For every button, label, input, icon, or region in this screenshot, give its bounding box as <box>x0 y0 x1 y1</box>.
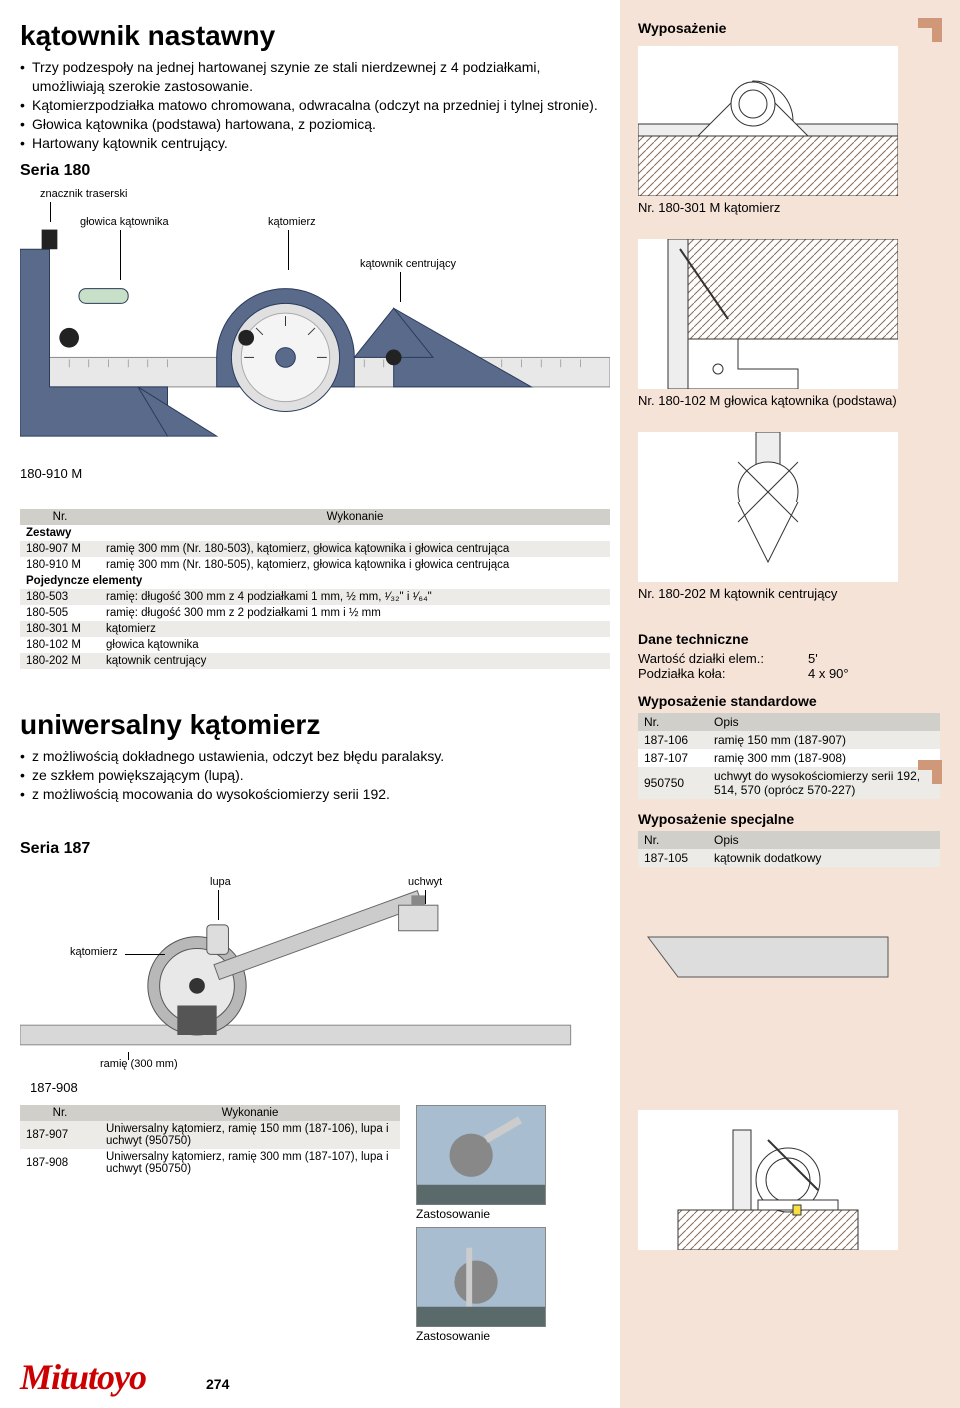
application-thumbs: Zastosowanie Zastosowanie <box>416 1105 554 1343</box>
bullet: z możliwością mocowania do wysokościomie… <box>20 785 610 804</box>
application-diagram <box>638 1110 898 1250</box>
combination-square-illustration <box>20 188 610 458</box>
specs-table-180: Nr. Wykonanie Zestawy 180-907 Mramię 300… <box>20 509 610 669</box>
table-row: 180-301 Mkątomierz <box>20 621 610 637</box>
table-row: 180-102 Mgłowica kątownika <box>20 637 610 653</box>
fig-180-102 <box>638 239 898 389</box>
specs-table-187: Nr. Wykonanie 187-907Uniwersalny kątomie… <box>20 1105 400 1177</box>
wyp-std-heading: Wyposażenie standardowe <box>638 693 940 709</box>
wyposazenie-heading: Wyposażenie <box>638 20 940 36</box>
table-row: 180-503ramię: długość 300 mm z 4 podział… <box>20 589 610 605</box>
table-row: 180-202 Mkątownik centrujący <box>20 653 610 669</box>
table-row: 187-907Uniwersalny kątomierz, ramię 150 … <box>20 1121 400 1149</box>
corner-decoration-icon <box>908 760 942 788</box>
model-187-908: 187-908 <box>30 1080 610 1095</box>
table-row: 187-106ramię 150 mm (187-907) <box>638 731 940 749</box>
table-row: 180-505ramię: długość 300 mm z 2 podział… <box>20 605 610 621</box>
bullet: Głowica kątownika (podstawa) hartowana, … <box>20 115 610 134</box>
fig-180-202 <box>638 432 898 582</box>
zast-label-1: Zastosowanie <box>416 1207 554 1221</box>
table-header-row: Nr. Wykonanie <box>20 1105 400 1121</box>
product1-title: kątownik nastawny <box>20 20 610 52</box>
table-row: 187-908Uniwersalny kątomierz, ramię 300 … <box>20 1149 400 1177</box>
bullet: z możliwością dokładnego ustawienia, odc… <box>20 747 610 766</box>
table-row: 950750uchwyt do wysokościomierzy serii 1… <box>638 767 940 799</box>
mitutoyo-logo: Mitutoyo <box>20 1356 146 1398</box>
page-footer: Mitutoyo 274 <box>0 1356 960 1398</box>
left-column: kątownik nastawny Trzy podzespoły na jed… <box>0 0 620 1408</box>
application-photo-2 <box>416 1227 546 1327</box>
label-znacznik: znacznik traserski <box>40 188 127 200</box>
table-row: 187-105kątownik dodatkowy <box>638 849 940 867</box>
series-180: Seria 180 <box>20 162 610 180</box>
corner-decoration-icon <box>908 18 942 46</box>
zast-label-2: Zastosowanie <box>416 1329 554 1343</box>
label-ramie: ramię (300 mm) <box>100 1058 178 1070</box>
bullet: Hartowany kątownik centrujący. <box>20 134 610 153</box>
section-pojedyncze: Pojedyncze elementy <box>20 573 610 589</box>
application-photo-1 <box>416 1105 546 1205</box>
product2-bullets: z możliwością dokładnego ustawienia, odc… <box>20 747 610 804</box>
fig-180-301 <box>638 46 898 196</box>
bullet: Kątomierzpodziałka matowo chromowana, od… <box>20 96 610 115</box>
col-wyk: Wykonanie <box>100 1105 400 1121</box>
tech-specs: Wartość działki elem.:5' Podziałka koła:… <box>638 651 940 681</box>
product2-title: uniwersalny kątomierz <box>20 709 610 741</box>
table-row: 180-910 Mramię 300 mm (Nr. 180-505), kąt… <box>20 557 610 573</box>
product1-diagram: znacznik traserski głowica kątownika kąt… <box>20 188 610 458</box>
wyp-spec-heading: Wyposażenie specjalne <box>638 811 940 827</box>
product2-diagram: lupa uchwyt kątomierz ramię (300 mm) <box>20 876 610 1076</box>
table-row: 187-107ramię 300 mm (187-908) <box>638 749 940 767</box>
label-katomierz2: kątomierz <box>70 946 118 958</box>
std-table: Nr.Opis 187-106ramię 150 mm (187-907) 18… <box>638 713 940 799</box>
label-katomierz: kątomierz <box>268 216 316 228</box>
fig2-caption: Nr. 180-102 M głowica kątownika (podstaw… <box>638 393 940 408</box>
page-number: 274 <box>206 1376 229 1398</box>
label-glowica: głowica kątownika <box>80 216 169 228</box>
fig1-caption: Nr. 180-301 M kątomierz <box>638 200 940 215</box>
section-zestawy: Zestawy <box>20 525 610 541</box>
bullet: ze szkłem powiększającym (lupą). <box>20 766 610 785</box>
dane-techniczne-heading: Dane techniczne <box>638 631 940 647</box>
label-lupa: lupa <box>210 876 231 888</box>
page: kątownik nastawny Trzy podzespoły na jed… <box>0 0 960 1408</box>
model-180-910: 180-910 M <box>20 466 610 481</box>
right-column: Wyposażenie Nr. 180-301 M kątomierz <box>620 0 960 1408</box>
product1-bullets: Trzy podzespoły na jednej hartowanej szy… <box>20 58 610 152</box>
label-uchwyt: uchwyt <box>408 876 442 888</box>
spec-accessory-illustration <box>638 927 898 997</box>
bullet: Trzy podzespoły na jednej hartowanej szy… <box>20 58 610 96</box>
table-header-row: Nr. Wykonanie <box>20 509 610 525</box>
table-row: 180-907 Mramię 300 mm (Nr. 180-503), kąt… <box>20 541 610 557</box>
bevel-protractor-illustration <box>20 876 610 1076</box>
spec-table: Nr.Opis 187-105kątownik dodatkowy <box>638 831 940 867</box>
col-nr: Nr. <box>20 1105 100 1121</box>
fig3-caption: Nr. 180-202 M kątownik centrujący <box>638 586 940 601</box>
col-wyk: Wykonanie <box>100 509 610 525</box>
label-centrujacy: kątownik centrujący <box>360 258 456 270</box>
series-187: Seria 187 <box>20 840 610 858</box>
col-nr: Nr. <box>20 509 100 525</box>
